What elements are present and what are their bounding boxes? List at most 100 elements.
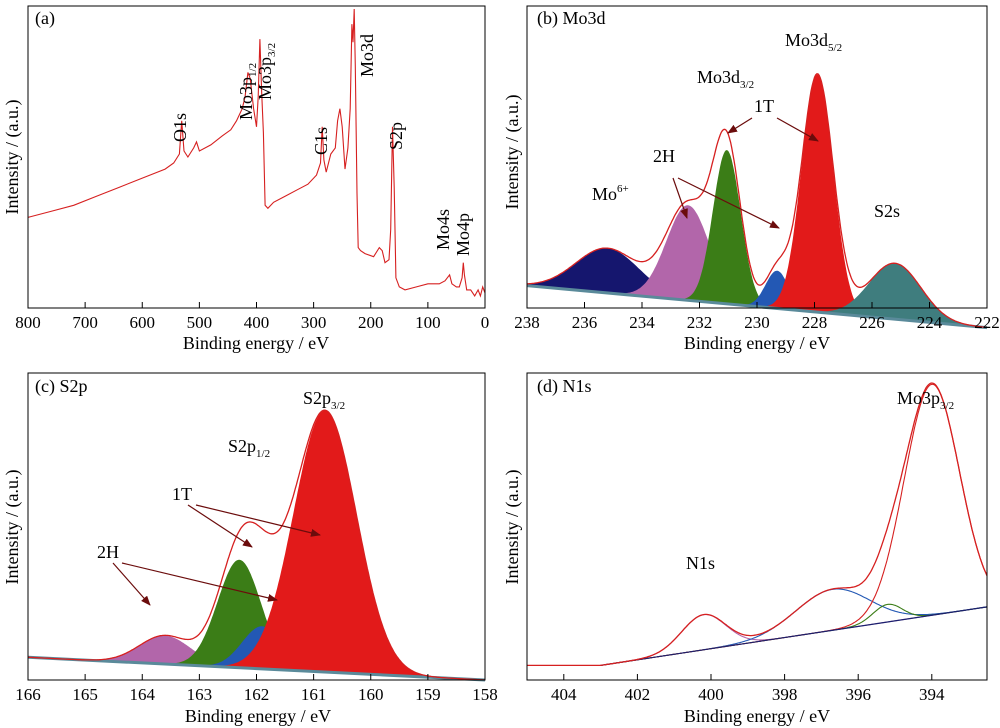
panel-a-survey: 800 700 600 500 400 300 200 100 0 (a) Binding en… (2, 5, 489, 353)
x-tick-label: 500 (187, 313, 213, 332)
annotation-mo3p32: Mo3p3/2 (255, 43, 278, 100)
arrow-2h-s2p32 (121, 562, 278, 602)
annotation-mo4p: Mo4p (453, 213, 473, 256)
x-tick-label: 159 (415, 685, 441, 704)
x-tick-label: 404 (551, 685, 577, 704)
annotation-2h-c: 2H (97, 542, 119, 562)
x-tick-label: 402 (625, 685, 651, 704)
component-peak (527, 248, 987, 328)
component-peak (527, 270, 987, 328)
arrow-1t-s2p32 (195, 504, 321, 537)
x-tick-label: 0 (481, 313, 490, 332)
x-tick-label: 800 (15, 313, 41, 332)
x-tick-label: 600 (130, 313, 156, 332)
component-peak (28, 635, 485, 680)
panel-c-s2p: 166 165 164 163 162 161 160 159 158 (c) S2p Bind… (2, 372, 498, 726)
annotation-o1s: O1s (170, 113, 190, 142)
panel-b-x-ticks: 238 236 234 232 230 228 226 224 222 (514, 302, 1000, 332)
arrow-2h-mo3d32 (672, 177, 688, 219)
annotation-mo6plus: Mo6+ (592, 183, 629, 204)
envelope-curve (527, 382, 988, 667)
x-tick-label: 236 (572, 313, 598, 332)
component-peak (600, 383, 988, 666)
panel-d-x-ticks: 404 402 400 398 396 394 (551, 674, 945, 704)
survey-spectrum-line (27, 8, 486, 298)
x-tick-label: 300 (301, 313, 327, 332)
annotation-mo3d52: Mo3d5/2 (785, 30, 842, 54)
annotation-mo3p12: Mo3p1/2 (236, 63, 259, 120)
panel-a-frame (27, 5, 486, 309)
panel-d-n1s: 404 402 400 398 396 394 (d) N1s Binding energ… (502, 372, 988, 726)
panel-d-plot-area (527, 382, 988, 667)
component-peak (28, 559, 485, 680)
panel-c-xlabel: Binding energy / eV (185, 706, 331, 726)
panel-b-xlabel: Binding energy / eV (684, 333, 830, 353)
x-tick-label: 228 (802, 313, 828, 332)
annotation-mo3d: Mo3d (357, 34, 377, 77)
envelope-curve (28, 409, 486, 681)
x-tick-label: 230 (744, 313, 770, 332)
x-tick-label: 394 (919, 685, 945, 704)
x-tick-label: 200 (358, 313, 384, 332)
annotation-c1s: C1s (311, 127, 331, 155)
component-peak (600, 588, 988, 666)
panel-d-frame (526, 372, 988, 681)
x-tick-label: 396 (845, 685, 871, 704)
panel-a-ylabel: Intensity / (a.u.) (2, 100, 23, 215)
x-tick-label: 160 (358, 685, 384, 704)
annotation-mo4s: Mo4s (433, 209, 453, 250)
panel-a-x-ticks: 800 700 600 500 400 300 200 100 0 (15, 302, 489, 332)
annotation-arrows (112, 117, 819, 606)
annotation-s2p32: S2p3/2 (303, 388, 345, 412)
component-peak (28, 410, 485, 680)
panel-d-xlabel: Binding energy / eV (684, 706, 830, 726)
panel-b-mo3d: 238 236 234 232 230 228 226 224 222 (b) Mo3d Bin… (502, 5, 1000, 353)
arrow-2h-s2p12 (112, 562, 151, 606)
x-tick-label: 232 (687, 313, 713, 332)
x-tick-label: 224 (917, 313, 943, 332)
component-peak (527, 263, 987, 328)
x-tick-label: 226 (859, 313, 885, 332)
x-tick-label: 161 (301, 685, 327, 704)
annotation-s2p12: S2p1/2 (228, 436, 270, 460)
panel-c-ylabel: Intensity / (a.u.) (2, 470, 23, 585)
panel-c-plot-area (27, 409, 486, 682)
panel-c-x-ticks: 166 165 164 163 162 161 160 159 158 (15, 674, 498, 704)
annotation-s2p: S2p (386, 122, 406, 150)
annotation-s2s: S2s (874, 201, 900, 221)
x-tick-label: 100 (415, 313, 441, 332)
x-tick-label: 162 (244, 685, 270, 704)
x-tick-label: 234 (629, 313, 655, 332)
annotation-1t-c: 1T (172, 484, 192, 504)
panel-a-xlabel: Binding energy / eV (183, 333, 329, 353)
panel-b-label: (b) Mo3d (537, 8, 606, 29)
x-tick-label: 238 (514, 313, 540, 332)
panel-b-ylabel: Intensity / (a.u.) (502, 95, 523, 210)
annotation-mo3d32: Mo3d3/2 (697, 67, 754, 91)
x-tick-label: 165 (72, 685, 98, 704)
x-tick-label: 398 (772, 685, 798, 704)
x-tick-label: 400 (698, 685, 724, 704)
x-tick-label: 700 (72, 313, 98, 332)
x-tick-label: 166 (15, 685, 41, 704)
x-tick-label: 164 (130, 685, 156, 704)
envelope-curve (526, 73, 988, 329)
annotation-2h: 2H (653, 146, 675, 166)
fit-baseline (27, 655, 486, 682)
panel-c-label: (c) S2p (35, 376, 88, 397)
annotation-1t: 1T (754, 96, 774, 116)
panel-a-plot-area (27, 8, 486, 298)
x-tick-label: 158 (472, 685, 498, 704)
panel-d-ylabel: Intensity / (a.u.) (502, 470, 523, 585)
panel-d-label: (d) N1s (537, 376, 592, 397)
x-tick-label: 400 (244, 313, 270, 332)
annotation-mo3p32-d: Mo3p3/2 (897, 388, 954, 412)
fit-baseline (600, 606, 988, 666)
x-tick-label: 163 (187, 685, 213, 704)
arrow-2h-mo3d52 (677, 177, 780, 229)
arrow-1t-s2p12 (187, 504, 253, 548)
arrow-1t-mo3d32 (727, 117, 753, 134)
x-tick-label: 222 (974, 313, 1000, 332)
arrow-1t-mo3d52 (776, 117, 819, 142)
